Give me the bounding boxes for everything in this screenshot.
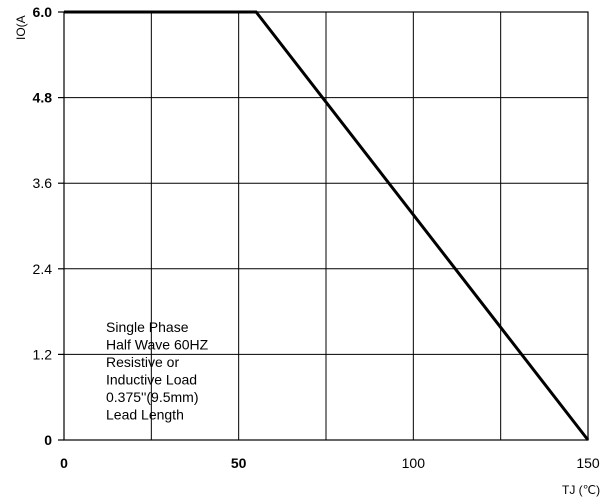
x-axis-label: TJ (℃) — [562, 483, 600, 497]
y-tick-labels: 0 1.2 2.4 3.6 4.8 6.0 — [33, 4, 64, 448]
y-tick-label: 4.8 — [33, 90, 53, 106]
x-tick-label: 100 — [402, 455, 426, 471]
y-tick-label: 3.6 — [33, 175, 53, 191]
y-tick-label: 6.0 — [33, 4, 53, 20]
annotation-line: Half Wave 60HZ — [106, 337, 209, 353]
y-tick-label: 2.4 — [33, 261, 53, 277]
x-tick-label: 0 — [60, 455, 68, 471]
annotation-line: Resistive or — [106, 354, 179, 370]
annotation-line: Inductive Load — [106, 372, 197, 388]
derating-curve — [64, 10, 590, 441]
y-tick-label: 0 — [44, 432, 52, 448]
grid-lines — [64, 12, 588, 440]
y-tick-label: 1.2 — [33, 346, 53, 362]
x-tick-label: 50 — [231, 455, 247, 471]
y-axis-label: IO(A — [14, 15, 28, 40]
plot-frame — [63, 11, 589, 441]
series-group — [64, 10, 590, 441]
annotation-line: Single Phase — [106, 319, 189, 335]
annotation-line: 0.375''(9.5mm) — [106, 389, 199, 405]
x-tick-labels: 0 50 100 150 — [60, 455, 600, 471]
annotation-line: Lead Length — [106, 407, 184, 423]
x-tick-label: 150 — [576, 455, 600, 471]
